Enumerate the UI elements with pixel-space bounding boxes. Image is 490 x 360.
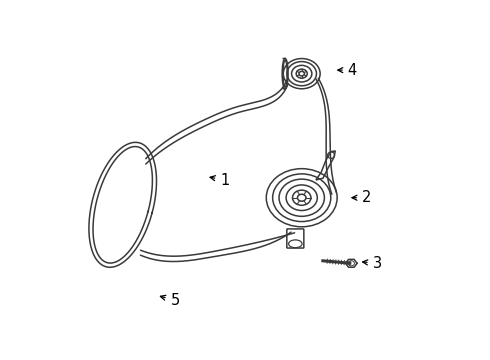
Text: 5: 5 xyxy=(160,293,180,308)
Text: 1: 1 xyxy=(210,172,229,188)
Text: 2: 2 xyxy=(352,190,371,205)
Text: 4: 4 xyxy=(338,63,357,78)
Text: 3: 3 xyxy=(363,256,382,271)
